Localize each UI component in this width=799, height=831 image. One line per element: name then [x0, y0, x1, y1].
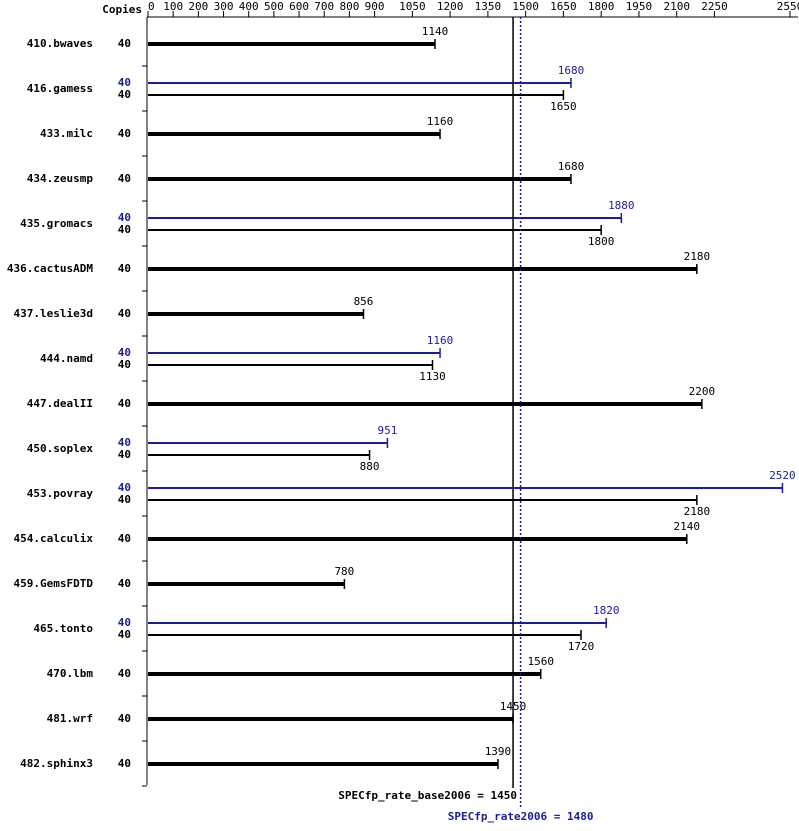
copies-label: 40	[118, 262, 131, 275]
x-tick-label: 2550	[777, 0, 799, 13]
x-tick-label: 0	[148, 0, 155, 13]
value-label: 2180	[684, 505, 711, 518]
category-label: 459.GemsFDTD	[14, 577, 94, 590]
copies-label: 40	[118, 577, 131, 590]
value-label: 2200	[689, 385, 716, 398]
category-label: 454.calculix	[14, 532, 94, 545]
copies-label: 40	[118, 172, 131, 185]
value-label: 856	[354, 295, 374, 308]
x-tick-label: 900	[365, 0, 385, 13]
category-label: 416.gamess	[27, 82, 93, 95]
category-label: 434.zeusmp	[27, 172, 94, 185]
value-label: 1680	[558, 64, 585, 77]
copies-label: 40	[118, 346, 131, 359]
category-label: 437.leslie3d	[14, 307, 93, 320]
x-tick-label: 1200	[437, 0, 464, 13]
category-label: 450.soplex	[27, 442, 94, 455]
category-label: 447.dealII	[27, 397, 93, 410]
category-label: 481.wrf	[47, 712, 93, 725]
copies-label: 40	[118, 712, 131, 725]
x-tick-label: 1650	[550, 0, 577, 13]
copies-label: 40	[118, 127, 131, 140]
value-label: 780	[334, 565, 354, 578]
value-label: 1880	[608, 199, 635, 212]
value-label: 1820	[593, 604, 620, 617]
category-label: 444.namd	[40, 352, 93, 365]
value-label: 2180	[684, 250, 711, 263]
x-tick-label: 600	[289, 0, 309, 13]
x-tick-label: 400	[239, 0, 259, 13]
copies-label: 40	[118, 88, 131, 101]
copies-label: 40	[118, 307, 131, 320]
copies-label: 40	[118, 397, 131, 410]
category-label: 470.lbm	[47, 667, 94, 680]
value-label: 2140	[674, 520, 701, 533]
copies-label: 40	[118, 628, 131, 641]
value-label: 2520	[769, 469, 796, 482]
category-label: 436.cactusADM	[7, 262, 93, 275]
value-label: 1560	[528, 655, 555, 668]
x-tick-label: 1800	[588, 0, 615, 13]
x-tick-label: 2100	[663, 0, 690, 13]
copies-label: 40	[118, 358, 131, 371]
copies-label: 40	[118, 223, 131, 236]
category-label: 410.bwaves	[27, 37, 93, 50]
copies-label: 40	[118, 616, 131, 629]
x-tick-label: 1950	[626, 0, 653, 13]
copies-label: 40	[118, 667, 131, 680]
copies-label: 40	[118, 448, 131, 461]
x-tick-label: 200	[188, 0, 208, 13]
x-tick-label: 800	[339, 0, 359, 13]
copies-label: 40	[118, 481, 131, 494]
value-label: 951	[377, 424, 397, 437]
copies-label: 40	[118, 211, 131, 224]
value-label: 1680	[558, 160, 585, 173]
value-label: 1720	[568, 640, 595, 653]
value-label: 1130	[419, 370, 446, 383]
x-tick-label: 300	[214, 0, 234, 13]
reference-label: SPECfp_rate_base2006 = 1450	[338, 789, 517, 802]
x-tick-label: 2250	[701, 0, 728, 13]
copies-label: 40	[118, 532, 131, 545]
value-label: 1140	[422, 25, 449, 38]
value-label: 1650	[550, 100, 577, 113]
reference-label: SPECfp_rate2006 = 1480	[448, 810, 594, 823]
category-label: 435.gromacs	[20, 217, 93, 230]
copies-label: 40	[118, 76, 131, 89]
copies-header: Copies	[102, 3, 142, 16]
category-label: 433.milc	[40, 127, 93, 140]
copies-label: 40	[118, 757, 131, 770]
value-label: 1390	[485, 745, 512, 758]
value-label: 1160	[427, 334, 454, 347]
category-label: 482.sphinx3	[20, 757, 93, 770]
copies-label: 40	[118, 37, 131, 50]
value-label: 880	[360, 460, 380, 473]
x-tick-label: 1500	[512, 0, 539, 13]
category-label: 465.tonto	[33, 622, 93, 635]
x-tick-label: 1350	[475, 0, 502, 13]
copies-label: 40	[118, 436, 131, 449]
category-label: 453.povray	[27, 487, 94, 500]
x-tick-label: 700	[314, 0, 334, 13]
copies-label: 40	[118, 493, 131, 506]
value-label: 1800	[588, 235, 615, 248]
x-tick-label: 100	[163, 0, 183, 13]
x-tick-label: 500	[264, 0, 284, 13]
value-label: 1160	[427, 115, 454, 128]
x-tick-label: 1050	[399, 0, 426, 13]
